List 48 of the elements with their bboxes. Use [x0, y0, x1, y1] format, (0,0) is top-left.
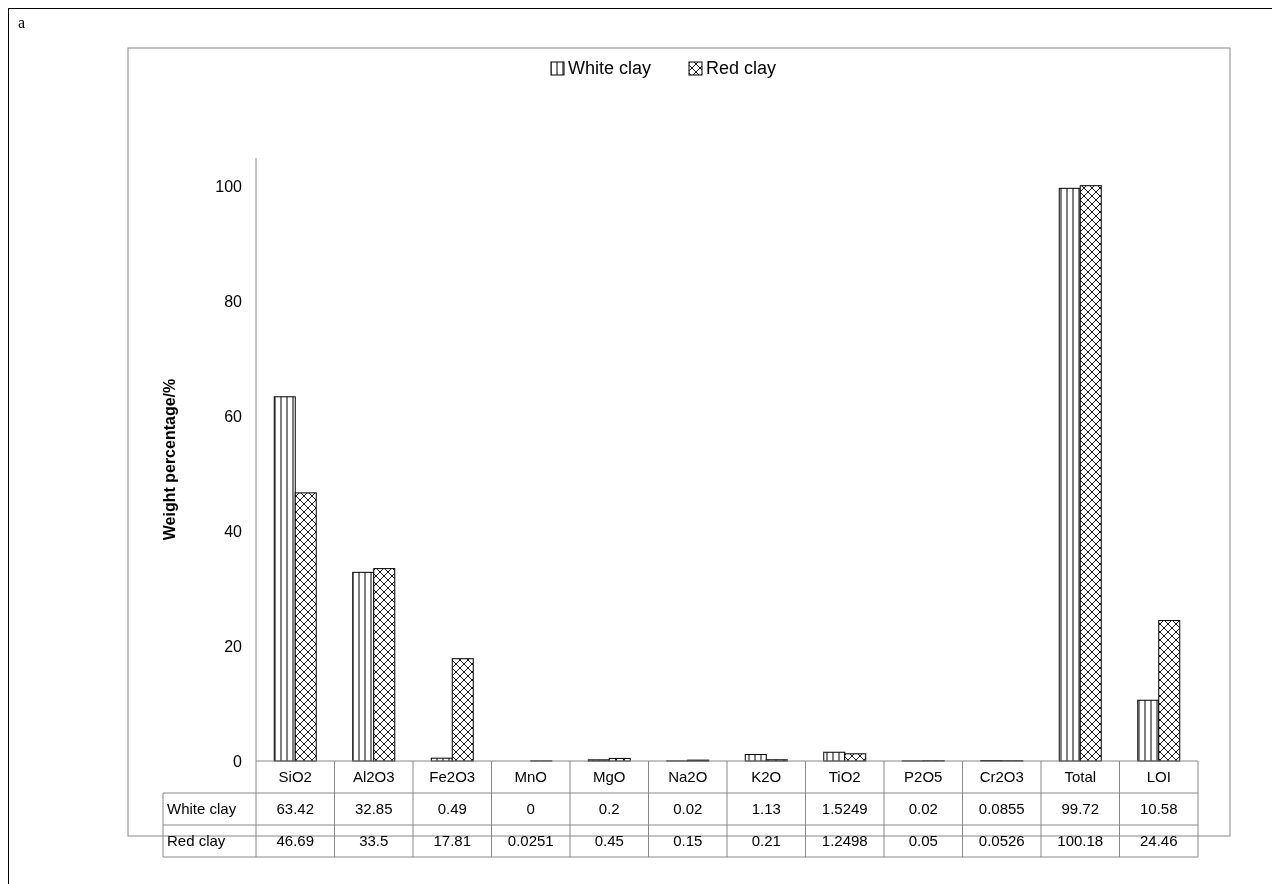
data-label: 0.49	[437, 800, 467, 818]
data-label: 1.2498	[821, 832, 868, 850]
y-tick-label: 100	[215, 178, 243, 196]
x-tick-label: Cr2O3	[979, 768, 1024, 786]
x-tick-label: Fe2O3	[429, 768, 476, 786]
y-tick-label: 60	[224, 408, 243, 426]
y-tick-label: 20	[224, 637, 243, 655]
text: a	[18, 14, 26, 31]
text: White clay	[167, 800, 237, 818]
data-label: 17.81	[433, 832, 472, 850]
data-label: 0	[526, 800, 535, 818]
data-label: 0.0855	[978, 800, 1025, 818]
data-label: 0.45	[594, 832, 624, 850]
data-label: 46.69	[276, 832, 315, 850]
x-tick-label: MnO	[514, 768, 548, 786]
data-label: 33.5	[359, 832, 389, 850]
y-tick-label: 80	[224, 293, 243, 311]
data-label: 0.05	[908, 832, 938, 850]
x-tick-label: MgO	[592, 768, 626, 786]
data-label: 99.72	[1061, 800, 1100, 818]
text: Red clay	[167, 832, 226, 850]
x-tick-label: K2O	[751, 768, 782, 786]
data-label: 24.46	[1139, 832, 1178, 850]
data-label: 0.02	[673, 800, 703, 818]
data-label: 1.13	[751, 800, 781, 818]
x-tick-label: SiO2	[278, 768, 312, 786]
x-tick-label: P2O5	[904, 768, 943, 786]
x-tick-label: TiO2	[828, 768, 861, 786]
y-tick-label: 40	[224, 522, 243, 540]
x-tick-label: Al2O3	[352, 768, 395, 786]
data-label: 100.18	[1057, 832, 1104, 850]
data-label: 0.15	[673, 832, 703, 850]
legend-label: Red clay	[706, 58, 777, 78]
data-label: 0.0251	[507, 832, 554, 850]
x-tick-label: Total	[1064, 768, 1097, 786]
x-tick-label: Na2O	[668, 768, 708, 786]
data-label: 63.42	[276, 800, 315, 818]
data-label: 10.58	[1139, 800, 1178, 818]
data-label: 0.2	[598, 800, 620, 818]
data-label: 0.21	[751, 832, 781, 850]
data-label: 0.02	[908, 800, 938, 818]
data-label: 1.5249	[821, 800, 868, 818]
y-axis-title: Weight percentage/%	[161, 378, 178, 541]
data-label: 0.0526	[978, 832, 1025, 850]
data-label: 32.85	[354, 800, 393, 818]
legend-label: White clay	[568, 58, 652, 78]
y-tick-label: 0	[233, 752, 243, 770]
x-tick-label: LOI	[1146, 768, 1171, 786]
